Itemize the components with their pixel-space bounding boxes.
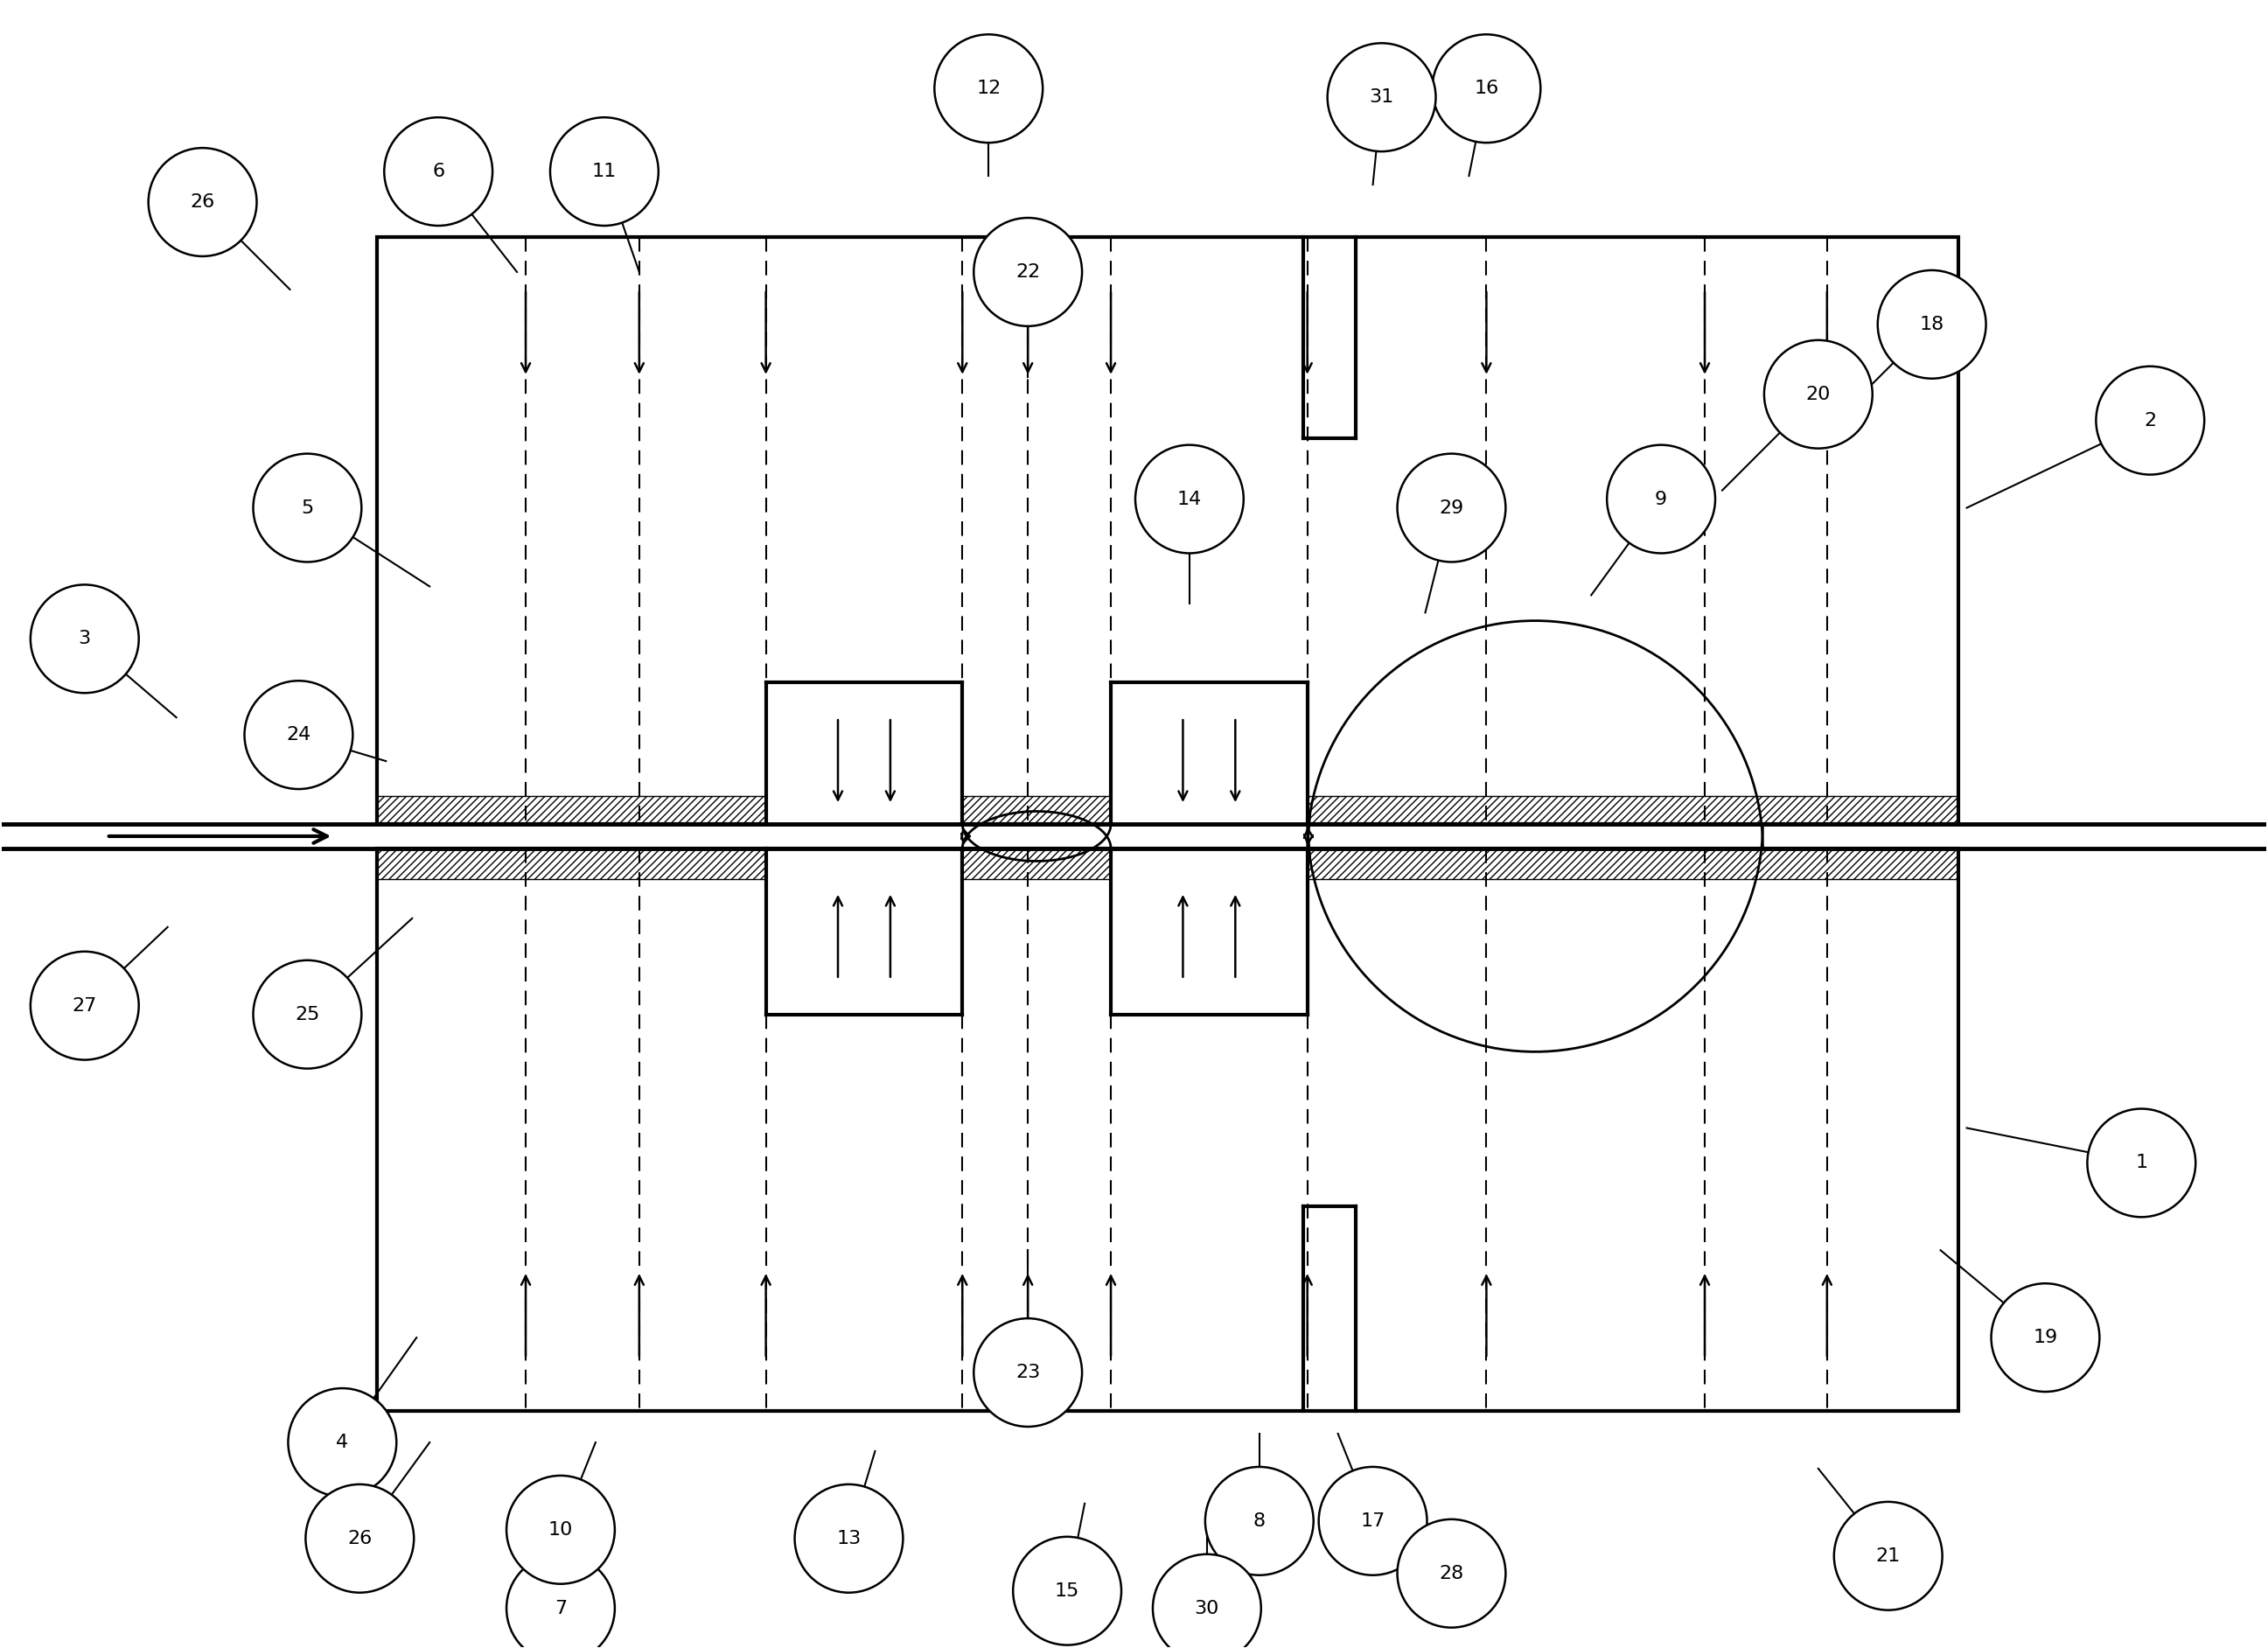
Bar <box>376 849 767 878</box>
Text: 15: 15 <box>1055 1582 1080 1600</box>
Circle shape <box>973 1318 1082 1427</box>
Circle shape <box>1014 1536 1120 1645</box>
Bar <box>1111 682 1306 824</box>
Circle shape <box>1152 1554 1261 1648</box>
Bar <box>376 849 1957 1411</box>
Circle shape <box>1136 445 1243 554</box>
Bar <box>376 796 767 824</box>
Circle shape <box>934 35 1043 143</box>
Circle shape <box>1765 339 1873 448</box>
Bar <box>1111 849 1306 1015</box>
Circle shape <box>973 218 1082 326</box>
Circle shape <box>1318 1467 1427 1575</box>
Circle shape <box>288 1388 397 1496</box>
Text: 8: 8 <box>1254 1513 1266 1529</box>
Text: 9: 9 <box>1656 491 1667 508</box>
Circle shape <box>147 148 256 255</box>
Circle shape <box>1835 1501 1941 1610</box>
Text: 26: 26 <box>191 193 215 211</box>
Text: 27: 27 <box>73 997 98 1015</box>
Text: 24: 24 <box>286 727 311 743</box>
Text: 17: 17 <box>1361 1513 1386 1529</box>
Text: 11: 11 <box>592 163 617 180</box>
Bar <box>1306 796 1957 824</box>
Text: 7: 7 <box>553 1600 567 1617</box>
Circle shape <box>1327 43 1436 152</box>
Circle shape <box>1991 1284 2100 1393</box>
Circle shape <box>254 961 361 1068</box>
Circle shape <box>245 681 354 789</box>
Text: 16: 16 <box>1474 79 1499 97</box>
Text: 19: 19 <box>2032 1328 2057 1346</box>
Circle shape <box>1608 445 1715 554</box>
Bar <box>767 849 962 1015</box>
Circle shape <box>383 117 492 226</box>
Text: 31: 31 <box>1370 89 1395 105</box>
Circle shape <box>506 1475 615 1584</box>
Circle shape <box>2096 366 2204 475</box>
Circle shape <box>29 585 138 692</box>
Text: 26: 26 <box>347 1529 372 1547</box>
Bar <box>962 849 1111 878</box>
Circle shape <box>1397 453 1506 562</box>
Text: 10: 10 <box>549 1521 574 1539</box>
Text: 13: 13 <box>837 1529 862 1547</box>
Bar <box>962 796 1111 824</box>
Circle shape <box>1204 1467 1313 1575</box>
Circle shape <box>1878 270 1987 379</box>
Text: 21: 21 <box>1876 1547 1901 1564</box>
Circle shape <box>551 117 658 226</box>
Text: 4: 4 <box>336 1434 349 1452</box>
Circle shape <box>1397 1519 1506 1628</box>
Circle shape <box>306 1485 413 1592</box>
Text: 28: 28 <box>1440 1564 1463 1582</box>
Text: 14: 14 <box>1177 491 1202 508</box>
Circle shape <box>254 453 361 562</box>
Text: 23: 23 <box>1016 1365 1041 1381</box>
Circle shape <box>1433 35 1540 143</box>
Circle shape <box>506 1554 615 1648</box>
Text: 25: 25 <box>295 1005 320 1023</box>
Text: 3: 3 <box>79 630 91 648</box>
Circle shape <box>2087 1109 2195 1218</box>
Bar <box>767 682 962 824</box>
Bar <box>376 237 1957 824</box>
Bar <box>1306 849 1957 878</box>
Text: 6: 6 <box>433 163 445 180</box>
Text: 22: 22 <box>1016 264 1041 280</box>
Text: 29: 29 <box>1440 499 1463 516</box>
Text: 12: 12 <box>975 79 1000 97</box>
Text: 2: 2 <box>2143 412 2157 428</box>
Circle shape <box>29 951 138 1060</box>
Text: 20: 20 <box>1805 386 1830 404</box>
Text: 18: 18 <box>1919 316 1944 333</box>
Text: 1: 1 <box>2134 1154 2148 1172</box>
Text: 5: 5 <box>302 499 313 516</box>
Circle shape <box>794 1485 903 1592</box>
Text: 30: 30 <box>1195 1600 1220 1617</box>
